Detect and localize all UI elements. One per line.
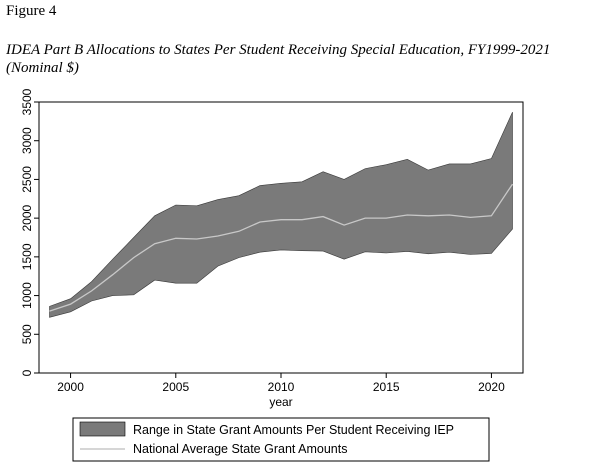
y-tick-label: 1500 — [20, 243, 34, 270]
figure-label: Figure 4 — [6, 3, 57, 19]
x-axis-label: year — [269, 395, 292, 409]
average-line — [49, 183, 514, 312]
legend-label-range: Range in State Grant Amounts Per Student… — [133, 423, 454, 437]
y-tick-label: 1000 — [20, 282, 34, 309]
x-tick-label: 2005 — [162, 380, 189, 394]
y-tick-label: 3500 — [20, 88, 34, 115]
y-tick-label: 0 — [20, 369, 34, 376]
figure-title: IDEA Part B Allocations to States Per St… — [6, 42, 551, 76]
x-tick-label: 2010 — [268, 380, 295, 394]
range-band — [49, 111, 513, 318]
x-axis: 2000 2005 2010 2015 2020 — [57, 373, 505, 394]
x-tick-label: 2000 — [57, 380, 84, 394]
y-tick-label: 500 — [20, 324, 34, 344]
legend-swatch-range — [79, 421, 126, 437]
legend-box — [72, 417, 490, 462]
legend-label-average: National Average State Grant Amounts — [133, 442, 347, 456]
x-tick-label: 2015 — [373, 380, 400, 394]
series-layer — [49, 111, 514, 318]
x-tick-label: 2020 — [478, 380, 505, 394]
legend: Range in State Grant Amounts Per Student… — [72, 417, 490, 462]
y-axis: 0 500 1000 1500 2000 2500 3000 3500 — [20, 88, 39, 376]
y-tick-label: 2000 — [20, 204, 34, 231]
y-tick-label: 3000 — [20, 127, 34, 154]
y-tick-label: 2500 — [20, 166, 34, 193]
